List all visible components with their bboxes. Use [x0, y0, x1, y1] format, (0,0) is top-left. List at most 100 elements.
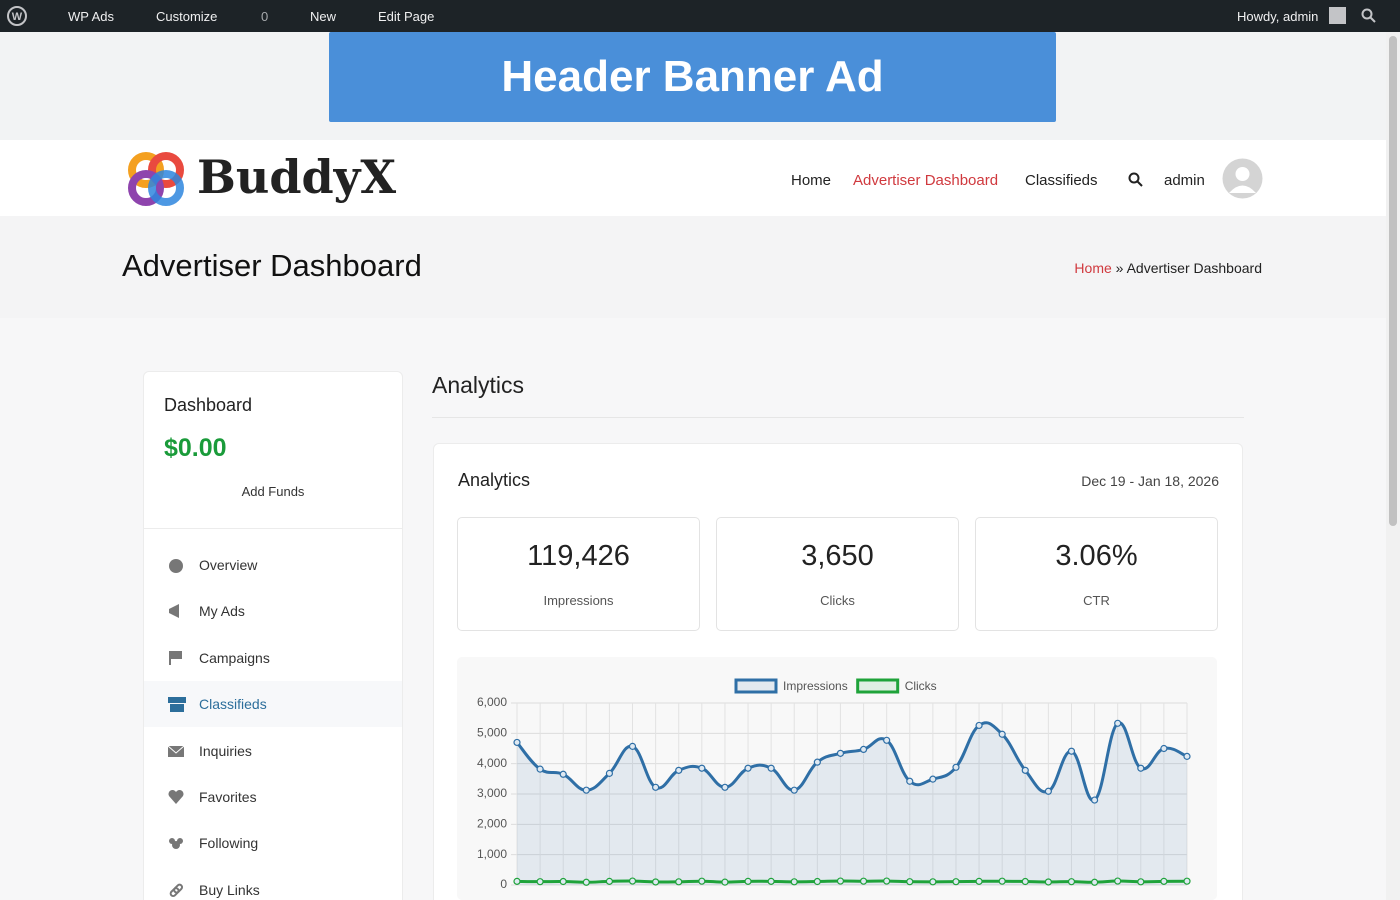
point	[952, 763, 960, 771]
point	[790, 786, 798, 794]
point	[1183, 752, 1191, 760]
menu-label[interactable]: Buy Links	[199, 882, 260, 898]
search-icon[interactable]	[1128, 172, 1144, 188]
point	[582, 786, 590, 794]
legend-swatch	[856, 678, 900, 694]
user-avatar[interactable]	[1222, 158, 1263, 199]
menu-label[interactable]: Classifieds	[199, 696, 267, 712]
stat-card: 119,426 Impressions	[457, 517, 700, 631]
point	[721, 783, 729, 791]
point	[1114, 719, 1122, 727]
point	[513, 877, 521, 885]
point	[767, 877, 775, 885]
point	[906, 878, 914, 886]
menu-label[interactable]: Following	[199, 835, 259, 851]
logo-text[interactable]: BuddyX	[197, 150, 397, 204]
nav-link[interactable]: Classifieds	[1025, 172, 1098, 189]
point	[1137, 878, 1145, 886]
point	[605, 877, 614, 885]
stat-label: Impressions	[543, 593, 614, 608]
menu-label[interactable]: Campaigns	[199, 650, 270, 666]
date-range[interactable]: Dec 19 - Jan 18, 2026	[1081, 473, 1219, 489]
nav-link[interactable]: Advertiser Dashboard	[853, 172, 999, 189]
point	[836, 877, 845, 885]
admin-item[interactable]: Customize	[156, 9, 218, 24]
banner-ad[interactable]: Header Banner Ad	[329, 32, 1056, 122]
nav-link[interactable]: Home	[791, 172, 832, 189]
point	[813, 758, 821, 766]
legend-label: Clicks	[905, 679, 937, 693]
stat-value: 3,650	[801, 540, 874, 572]
title-zone	[0, 216, 1386, 318]
admin-item[interactable]: Edit Page	[378, 9, 435, 24]
divider	[144, 528, 402, 529]
admin-item[interactable]: WP Ads	[68, 9, 115, 24]
series-line	[516, 879, 1188, 884]
breadcrumb-home[interactable]: Home	[1074, 260, 1112, 276]
point	[952, 878, 960, 886]
point	[1067, 747, 1076, 755]
point	[1021, 877, 1029, 886]
menu-item[interactable]: Favorites	[144, 774, 402, 820]
y-tick-label: 5,000	[477, 726, 507, 740]
point	[883, 877, 891, 885]
menu-item[interactable]: Classifieds	[144, 681, 402, 727]
avatar-small[interactable]	[1329, 7, 1346, 24]
point	[721, 878, 729, 886]
point	[929, 775, 937, 783]
legend-swatch	[734, 678, 778, 694]
point	[883, 736, 891, 744]
wp-logo[interactable]: W	[7, 6, 27, 26]
stat-label: CTR	[1083, 593, 1110, 608]
y-tick-label: 1,000	[477, 847, 507, 861]
breadcrumb-separator: »	[1115, 260, 1124, 276]
point	[1021, 766, 1029, 774]
divider	[432, 417, 1244, 418]
menu-label[interactable]: Overview	[199, 557, 258, 573]
point	[929, 878, 937, 886]
point	[1044, 878, 1052, 886]
y-tick-label: 0	[500, 877, 507, 891]
point	[559, 770, 567, 778]
menu-label[interactable]: My Ads	[199, 603, 245, 619]
y-tick-label: 6,000	[477, 695, 507, 709]
add-funds[interactable]: Add Funds	[241, 484, 305, 499]
section-heading: Analytics	[432, 372, 525, 398]
sidebar-title: Dashboard	[164, 395, 253, 415]
y-tick-label: 2,000	[477, 817, 507, 831]
menu-item[interactable]: Buy Links	[144, 867, 402, 900]
point	[859, 877, 868, 885]
menu-item[interactable]: Inquiries	[144, 728, 402, 774]
point	[698, 764, 706, 772]
user-name[interactable]: admin	[1164, 172, 1205, 189]
admin-item[interactable]: New	[310, 9, 337, 24]
point	[998, 730, 1006, 738]
card-title: Analytics	[458, 470, 531, 490]
point	[1044, 787, 1052, 795]
chart-box: 0 1,000 2,000 3,000 4,000 5,000 6,000 Impressio…	[457, 657, 1217, 900]
svg-text:W: W	[12, 11, 23, 23]
point	[675, 878, 683, 886]
point	[582, 878, 590, 886]
stat-card: 3.06% CTR	[975, 517, 1218, 631]
menu-label[interactable]: Favorites	[199, 789, 257, 805]
point	[1160, 877, 1168, 885]
greeting[interactable]: Howdy, admin	[1237, 9, 1319, 24]
search-icon[interactable]	[1361, 8, 1377, 24]
menu-label[interactable]: Inquiries	[199, 743, 252, 759]
stat-card: 3,650 Clicks	[716, 517, 959, 631]
menu-item[interactable]: Overview	[144, 542, 402, 588]
scrollbar-thumb[interactable]	[1389, 36, 1397, 526]
menu-item[interactable]: Following	[144, 820, 402, 866]
point	[536, 878, 544, 886]
menu-item[interactable]: Campaigns	[144, 635, 402, 681]
point	[536, 765, 544, 773]
stat-value: 3.06%	[1055, 540, 1138, 572]
menu-item[interactable]: My Ads	[144, 588, 402, 634]
point	[859, 745, 868, 754]
point	[790, 878, 798, 886]
admin-item[interactable]: 0	[261, 9, 269, 24]
point	[675, 766, 683, 774]
logo-icon[interactable]	[124, 148, 188, 210]
